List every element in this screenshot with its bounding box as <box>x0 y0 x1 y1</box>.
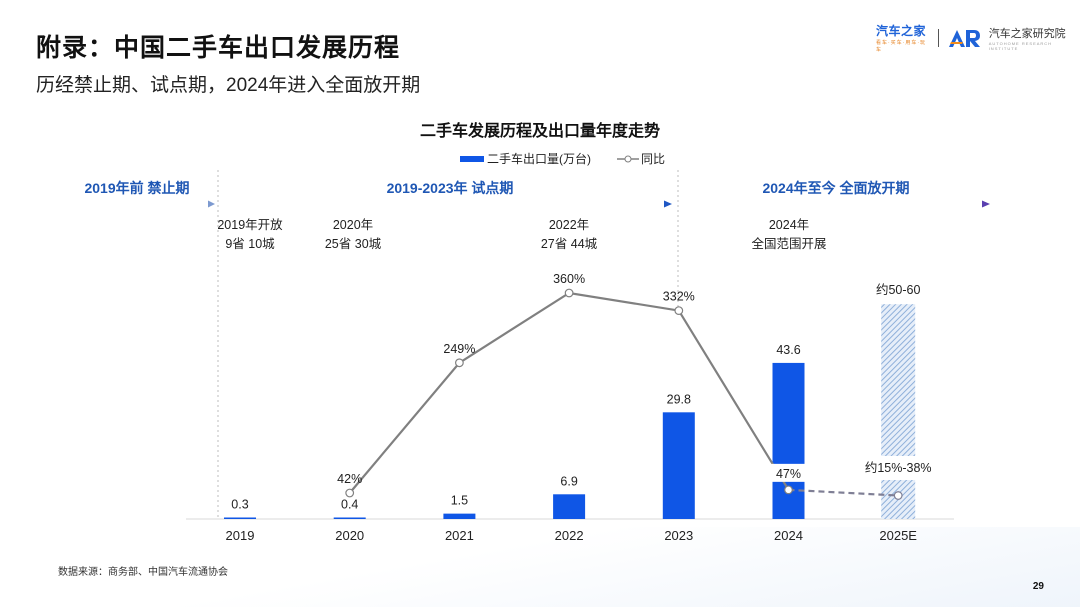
yoy-label-2022: 360% <box>553 272 585 286</box>
data-labels: 0.3 0.4 1.5 6.9 29.8 43.6 约50-60 42% 249% 360% 332… <box>231 272 931 512</box>
bar-2024 <box>772 362 805 519</box>
yoy-label-2023: 332% <box>663 290 695 304</box>
yoy-label-2024-background <box>771 463 806 482</box>
logo-divider <box>937 28 939 47</box>
milestone-2019: 2019年开放 9省 10城 <box>205 216 295 254</box>
x-tick-2022: 2022 <box>555 528 584 543</box>
yoy-forecast-line <box>788 488 899 497</box>
x-tick-2025E: 2025E <box>879 528 917 543</box>
milestone-2019-scope: 9省 10城 <box>225 237 275 251</box>
background-decoration <box>0 527 1080 607</box>
institute-logo: 汽车之家研究院 AUTOHOME RESEARCH INSTITUTE <box>989 25 1080 51</box>
x-tick-labels: 2019 2020 2021 2022 2023 2024 2025E <box>226 528 918 543</box>
yoy-label-2021: 249% <box>443 342 475 356</box>
legend-bar-swatch <box>460 155 484 162</box>
yoy-point-2025E <box>893 491 903 500</box>
bar-label-2022: 6.9 <box>560 474 577 488</box>
bar-2022 <box>553 494 586 519</box>
yoy-point-2022 <box>564 288 574 298</box>
x-tick-2019: 2019 <box>226 528 255 543</box>
bar-2025E-estimate <box>881 304 916 519</box>
milestone-2019-year: 2019年开放 <box>217 218 283 232</box>
page-number: 29 <box>1032 581 1044 592</box>
bar-2020 <box>333 517 366 519</box>
yoy-point-2024 <box>784 485 793 495</box>
bar-2021 <box>443 513 476 519</box>
milestone-2020: 2020年 25省 30城 <box>308 216 398 254</box>
milestone-2024-year: 2024年 <box>768 218 810 232</box>
legend-bar-label: 二手车出口量(万台) <box>487 152 591 166</box>
bar-series <box>224 362 805 519</box>
arrow-open-head <box>982 200 990 208</box>
arrow-ban-head <box>208 200 215 208</box>
brand-logos: 汽车之家 看车·买车·用车·玩车 汽车之家研究院 AUTOHOME RESEAR… <box>876 22 1080 53</box>
bar-2023 <box>662 412 695 519</box>
yoy-line <box>348 291 790 494</box>
bar-label-2019: 0.3 <box>231 498 248 512</box>
legend-line-swatch <box>617 155 639 162</box>
legend-line-label: 同比 <box>641 152 666 166</box>
x-tick-2023: 2023 <box>664 528 693 543</box>
autohome-logo: 汽车之家 看车·买车·用车·玩车 <box>876 22 930 53</box>
bar-label-2025E: 约50-60 <box>876 282 921 297</box>
bar-label-2024: 43.6 <box>776 343 800 357</box>
estimate-bar-series <box>858 304 939 519</box>
yoy-point-2020 <box>345 488 355 498</box>
bar-label-2023: 29.8 <box>667 392 691 406</box>
milestone-2020-scope: 25省 30城 <box>324 237 382 251</box>
milestone-2024-scope: 全国范围开展 <box>751 237 827 251</box>
bar-label-2020: 0.4 <box>341 498 358 512</box>
yoy-label-2025E: 约15%-38% <box>865 460 932 475</box>
phase-arrows <box>62 200 990 208</box>
chart-legend: 二手车出口量(万台) 同比 <box>460 150 665 167</box>
x-tick-2024: 2024 <box>774 528 803 543</box>
ar-logo-icon <box>947 28 981 48</box>
phase-label-open: 2024年至今 全面放开期 <box>762 180 910 196</box>
yoy-point-2021 <box>455 358 464 368</box>
milestone-2022-year: 2022年 <box>548 218 590 232</box>
phase-label-ban: 2019年前 禁止期 <box>84 180 190 196</box>
data-source-note: 数据来源：商务部、中国汽车流通协会 <box>58 567 228 578</box>
chart-title: 二手车发展历程及出口量年度走势 <box>419 123 660 140</box>
autohome-logo-tagline: 看车·买车·用车·玩车 <box>876 40 926 53</box>
yoy-label-2020: 42% <box>337 472 362 486</box>
institute-logo-tagline: AUTOHOME RESEARCH INSTITUTE <box>988 40 1053 51</box>
milestone-2022: 2022年 27省 44城 <box>524 216 614 254</box>
x-tick-2021: 2021 <box>445 528 474 543</box>
milestone-2024: 2024年 全国范围开展 <box>734 216 844 254</box>
arrow-pilot-head <box>664 200 672 208</box>
institute-logo-text: 汽车之家研究院 <box>988 27 1066 40</box>
page-title: 附录：中国二手车出口发展历程 <box>36 34 401 62</box>
x-tick-2020: 2020 <box>335 528 364 543</box>
milestone-2022-scope: 27省 44城 <box>540 237 598 251</box>
estimate-label-background <box>858 456 939 480</box>
bar-2019 <box>224 517 256 519</box>
bar-label-2021: 1.5 <box>451 494 468 508</box>
yoy-line-series <box>345 288 903 500</box>
yoy-label-2024: 47% <box>776 467 801 481</box>
phase-label-pilot: 2019-2023年 试点期 <box>386 180 514 196</box>
yoy-point-2023 <box>674 306 684 315</box>
milestone-2020-year: 2020年 <box>332 218 374 232</box>
page-subtitle: 历经禁止期、试点期，2024年进入全面放开期 <box>36 75 421 96</box>
autohome-logo-text: 汽车之家 <box>876 24 927 38</box>
